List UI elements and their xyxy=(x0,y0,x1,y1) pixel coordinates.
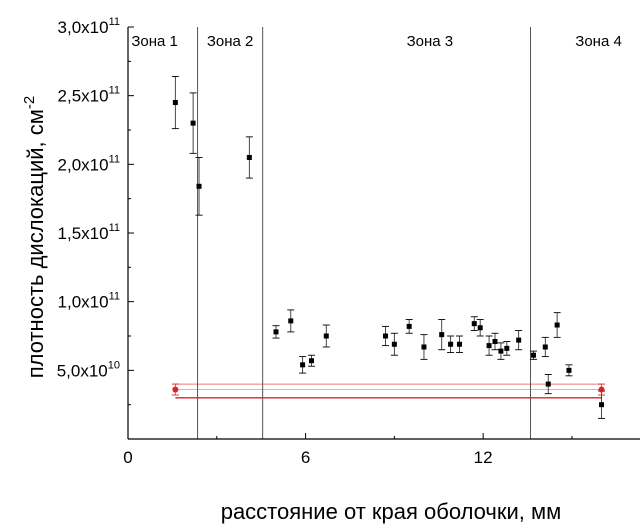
data-point xyxy=(599,402,605,408)
data-point xyxy=(273,329,279,335)
data-point xyxy=(456,341,462,347)
x-tick-labels: 0 6 12 xyxy=(123,448,492,467)
data-points xyxy=(172,100,605,408)
data-point xyxy=(391,341,397,347)
y-tick-labels: 5,0x10101,0x10111,5x10112,0x10112,5x1011… xyxy=(57,16,120,380)
y-tick-exponent: 10 xyxy=(108,359,120,371)
data-point xyxy=(498,348,504,354)
data-point xyxy=(448,341,454,347)
data-point xyxy=(516,337,522,343)
data-point xyxy=(300,362,306,368)
data-point xyxy=(471,321,477,327)
data-point xyxy=(421,344,427,350)
y-tick-exponent: 11 xyxy=(109,16,120,28)
y-tick-mantissa: 5,0x10 xyxy=(57,361,108,380)
error-bars xyxy=(171,75,606,419)
data-point xyxy=(554,322,560,328)
reference-point xyxy=(598,386,605,393)
x-tick-label: 12 xyxy=(474,448,493,467)
y-axis-title: плотность дислокаций, см-2 xyxy=(21,96,48,379)
y-tick-mantissa: 1,0x10 xyxy=(58,293,109,312)
zone-label-2: Зона 2 xyxy=(207,33,254,50)
y-axis-title-superscript: -2 xyxy=(21,96,38,109)
y-tick-exponent: 11 xyxy=(109,153,120,165)
data-point xyxy=(406,323,412,329)
data-point xyxy=(288,318,294,324)
y-tick-mantissa: 2,5x10 xyxy=(58,87,109,106)
data-point xyxy=(545,381,551,387)
data-point xyxy=(308,358,314,364)
data-point xyxy=(504,345,510,351)
y-tick-mantissa: 3,0x10 xyxy=(58,18,109,37)
data-point xyxy=(566,367,572,373)
y-tick-label: 1,0x1011 xyxy=(58,291,120,312)
y-tick-label: 2,5x1011 xyxy=(58,85,120,106)
data-point xyxy=(190,120,196,126)
y-tick-label: 3,0x1011 xyxy=(58,16,120,37)
y-tick-label: 1,5x1011 xyxy=(58,222,120,243)
zone-boundaries xyxy=(197,27,531,439)
x-tick-label: 0 xyxy=(123,448,132,467)
y-tick-mantissa: 2,0x10 xyxy=(58,155,109,174)
zone-label-1: Зона 1 xyxy=(131,33,178,50)
data-point xyxy=(492,338,498,344)
data-point xyxy=(382,333,388,339)
zone-label-4: Зона 4 xyxy=(575,33,622,50)
data-point xyxy=(477,325,483,331)
data-point xyxy=(196,183,202,189)
data-point xyxy=(486,343,492,349)
y-tick-label: 5,0x1010 xyxy=(57,359,120,380)
y-tick-exponent: 11 xyxy=(109,291,120,303)
axes xyxy=(127,26,640,440)
data-point xyxy=(530,352,536,358)
data-point xyxy=(542,344,548,350)
x-axis-title: расстояние от края оболочки, мм xyxy=(221,499,562,524)
reference-point xyxy=(172,386,179,393)
x-tick-label: 6 xyxy=(301,448,310,467)
reference-band xyxy=(175,383,602,399)
y-axis-title-text: плотность дислокаций, см xyxy=(23,109,48,378)
y-tick-label: 2,0x1011 xyxy=(58,153,120,174)
zone-labels: Зона 1 Зона 2 Зона 3 Зона 4 xyxy=(131,33,621,50)
data-point xyxy=(172,100,178,106)
data-point xyxy=(323,333,329,339)
y-tick-exponent: 11 xyxy=(109,85,120,97)
y-tick-mantissa: 1,5x10 xyxy=(58,224,109,243)
zone-label-3: Зона 3 xyxy=(407,33,454,50)
y-tick-exponent: 11 xyxy=(109,222,120,234)
data-point xyxy=(439,332,445,338)
data-point xyxy=(246,154,252,160)
